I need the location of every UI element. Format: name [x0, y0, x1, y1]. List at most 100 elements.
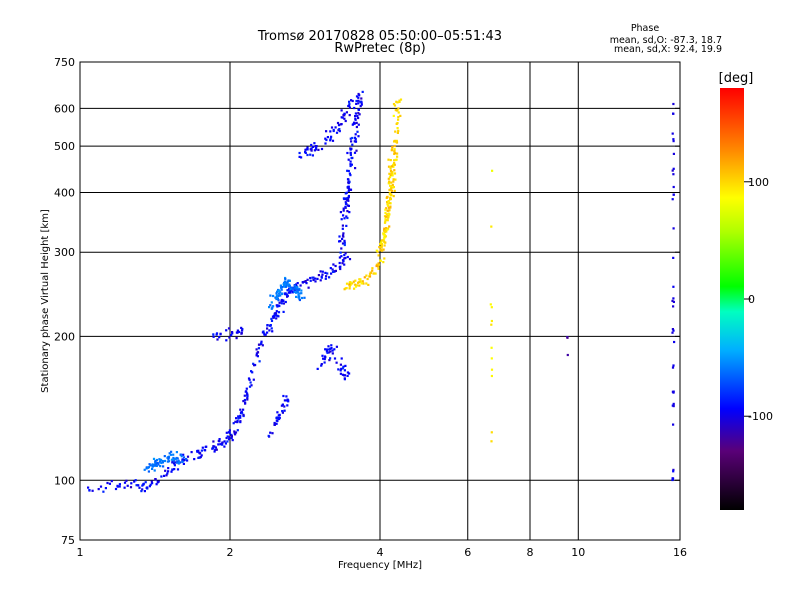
data-point: [345, 224, 348, 227]
data-point: [387, 212, 390, 215]
data-point: [239, 408, 242, 411]
data-point: [341, 237, 344, 240]
data-point: [314, 280, 317, 283]
data-point: [671, 132, 674, 135]
data-point: [268, 329, 271, 332]
data-point: [123, 481, 127, 484]
data-point: [321, 354, 324, 357]
data-point: [672, 173, 675, 176]
data-point: [240, 332, 243, 335]
data-point: [181, 458, 184, 461]
data-point: [260, 342, 263, 345]
data-point: [171, 468, 174, 471]
data-point: [340, 218, 343, 221]
data-point: [353, 136, 357, 139]
data-point: [298, 292, 301, 295]
data-point: [163, 459, 167, 463]
data-point: [389, 174, 392, 177]
data-point: [392, 180, 395, 183]
colorbar: [deg] 100 0 -100: [719, 71, 773, 510]
data-point: [250, 384, 253, 387]
data-point: [286, 280, 289, 283]
data-point: [198, 456, 201, 459]
data-point: [350, 163, 353, 166]
data-point: [343, 257, 346, 260]
data-point: [392, 195, 395, 198]
data-point: [287, 284, 290, 287]
data-point: [177, 459, 180, 462]
data-point: [490, 357, 493, 360]
data-point: [275, 304, 278, 307]
data-point: [312, 278, 315, 282]
data-point: [148, 485, 151, 488]
data-point: [342, 207, 345, 210]
data-point: [277, 417, 280, 420]
data-point: [241, 328, 244, 331]
data-point: [382, 233, 385, 236]
data-point: [367, 283, 370, 286]
data-point: [152, 457, 156, 460]
data-point: [386, 228, 389, 231]
data-point: [343, 253, 346, 257]
data-point: [319, 279, 322, 282]
data-point: [338, 128, 341, 131]
data-point: [276, 305, 279, 308]
data-point: [212, 440, 215, 443]
data-point: [280, 302, 283, 305]
data-point: [317, 148, 320, 151]
data-point: [282, 302, 285, 305]
data-point: [138, 486, 141, 489]
data-point: [361, 280, 364, 283]
data-point: [279, 291, 282, 294]
data-point: [339, 211, 342, 214]
data-point: [342, 214, 345, 217]
data-point: [173, 464, 176, 467]
data-point: [341, 262, 344, 265]
data-point: [278, 413, 281, 416]
data-point: [242, 413, 245, 416]
data-point: [330, 135, 333, 138]
data-point: [306, 278, 309, 281]
data-point: [349, 174, 352, 177]
data-point: [324, 142, 327, 145]
data-point: [166, 460, 169, 463]
y-tick-label: 100: [54, 474, 75, 487]
data-point: [347, 169, 350, 173]
data-point: [234, 431, 238, 434]
data-point: [391, 146, 394, 149]
data-point: [356, 130, 359, 133]
data-point: [298, 155, 301, 158]
data-point: [323, 358, 326, 361]
data-point: [396, 122, 399, 125]
data-point: [299, 284, 302, 287]
data-point: [277, 292, 281, 295]
data-point: [333, 357, 337, 360]
data-point: [309, 279, 312, 282]
data-point: [293, 286, 296, 289]
data-point: [149, 483, 152, 486]
data-point: [161, 460, 164, 463]
data-point: [357, 99, 360, 102]
data-point: [351, 143, 354, 146]
data-point: [383, 227, 386, 230]
data-point: [328, 359, 331, 362]
data-point: [340, 255, 343, 258]
data-point: [344, 192, 347, 195]
data-point: [353, 140, 356, 143]
data-point: [144, 481, 147, 484]
data-point: [228, 336, 231, 339]
data-point: [392, 165, 395, 168]
data-point: [277, 299, 280, 302]
data-point: [285, 285, 288, 288]
data-point: [393, 189, 396, 192]
data-point: [270, 327, 273, 330]
data-point: [671, 169, 674, 172]
data-point: [358, 94, 361, 97]
data-point: [385, 213, 388, 216]
data-point: [170, 450, 173, 453]
data-point: [345, 215, 348, 218]
data-point: [343, 243, 346, 247]
data-point: [269, 431, 272, 434]
data-point: [275, 310, 278, 313]
data-point: [672, 364, 675, 367]
